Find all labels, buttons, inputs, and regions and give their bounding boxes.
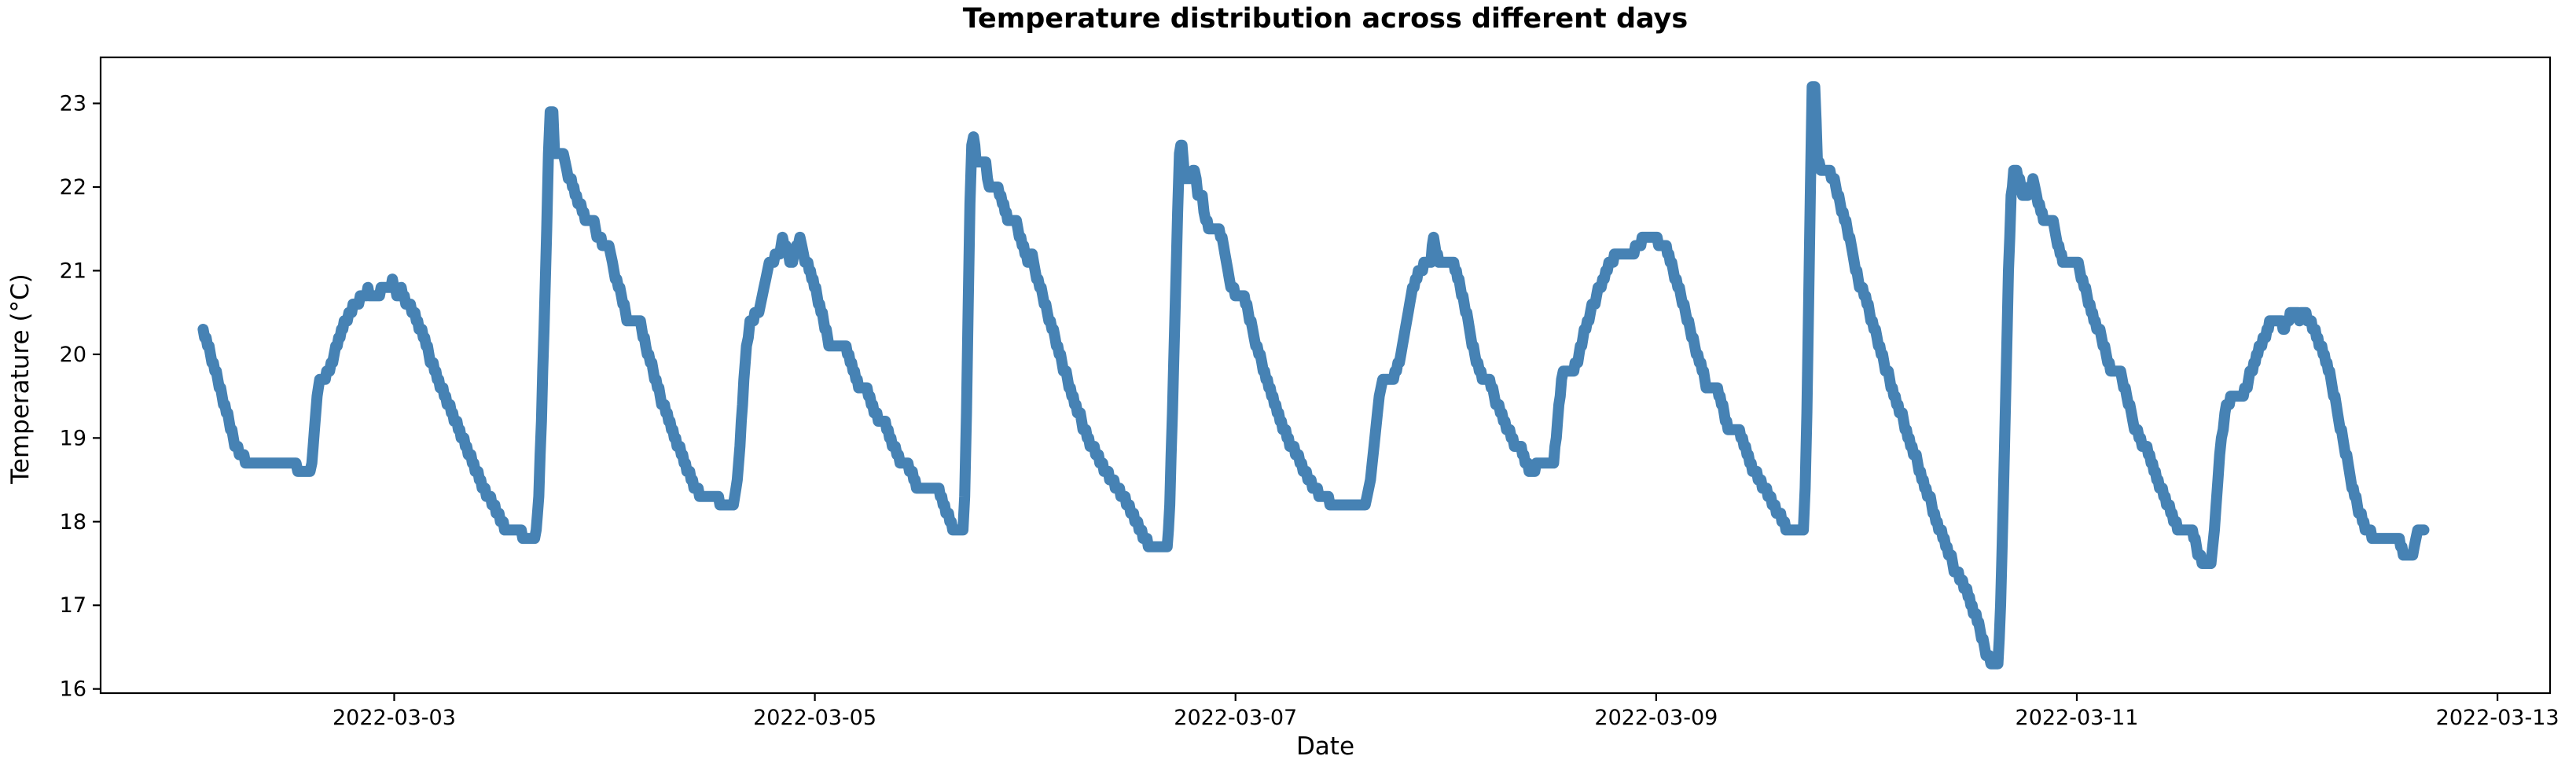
x-tick-label: 2022-03-09 [1594,706,1718,730]
y-tick-label: 19 [60,426,86,450]
x-tick-label: 2022-03-13 [2436,706,2559,730]
y-tick-label: 18 [60,510,86,534]
y-tick-label: 20 [60,343,86,367]
x-tick-label: 2022-03-03 [333,706,456,730]
x-axis-label: Date [1295,732,1355,761]
axes-spines [99,56,2552,695]
y-axis-label: Temperature (°C) [6,273,35,484]
x-tick-label: 2022-03-05 [753,706,876,730]
chart-title: Temperature distribution across differen… [962,3,1689,35]
x-tick-label: 2022-03-07 [1174,706,1297,730]
y-tick-label: 21 [60,259,86,283]
y-tick-label: 22 [60,175,86,200]
y-tick-label: 23 [60,92,86,116]
y-tick-label: 16 [60,677,86,702]
temperature-line [197,81,2430,670]
x-tick-label: 2022-03-11 [2016,706,2139,730]
y-tick-label: 17 [60,593,86,618]
